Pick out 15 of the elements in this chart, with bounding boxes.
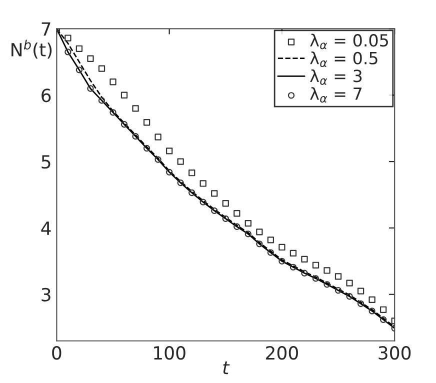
legend-label: λ$_{α}$ = 0.5 xyxy=(310,52,378,68)
y-axis-title: N$^{b}$(t) xyxy=(12,40,52,59)
y-tick-label: 5 xyxy=(42,155,50,169)
legend-label: λ$_{α}$ = 7 xyxy=(310,87,362,103)
legend-label: λ$_{α}$ = 3 xyxy=(310,69,362,85)
x-axis-title: t xyxy=(223,361,230,374)
x-tick-label: 100 xyxy=(154,346,186,360)
y-tick-label: 3 xyxy=(42,288,50,302)
x-tick-label: 200 xyxy=(266,346,298,360)
y-tick-label: 4 xyxy=(41,222,51,235)
x-tick-label: 0 xyxy=(52,346,62,360)
y-tick-label: 6 xyxy=(42,88,51,102)
y-tick-label: 7 xyxy=(42,22,50,36)
x-tick-label: 300 xyxy=(378,346,411,360)
legend-label: λ$_{α}$ = 0.05 xyxy=(310,34,388,50)
